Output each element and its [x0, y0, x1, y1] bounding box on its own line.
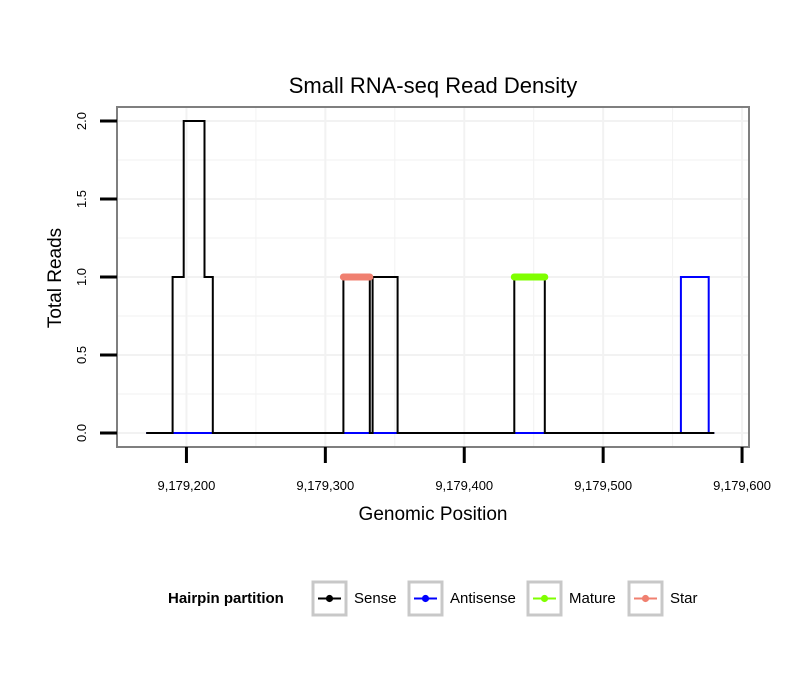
y-tick-label: 2.0 [74, 112, 89, 130]
y-tick-label: 0.5 [74, 346, 89, 364]
chart-title: Small RNA-seq Read Density [289, 73, 578, 98]
legend-title: Hairpin partition [168, 590, 284, 607]
x-axis: 9,179,200 9,179,300 9,179,400 9,179,500 9,17… [158, 447, 771, 493]
legend-item-antisense: Antisense [407, 580, 516, 617]
legend-key-point [641, 594, 650, 603]
y-tick-label: 0.0 [74, 424, 89, 442]
y-axis: 0.0 0.5 1.0 1.5 2.0 [74, 112, 117, 442]
x-axis-title: Genomic Position [359, 504, 508, 525]
x-tick-label: 9,179,500 [574, 478, 632, 493]
y-tick-label: 1.0 [74, 268, 89, 286]
legend-label: Star [670, 590, 698, 607]
legend-label: Antisense [450, 590, 516, 607]
legend-key-point [325, 594, 334, 603]
y-axis-title: Total Reads [45, 228, 66, 328]
legend-key-point [421, 594, 430, 603]
grid [117, 107, 749, 447]
legend-label: Mature [569, 590, 616, 607]
legend-item-star: Star [627, 580, 698, 617]
series-layer [146, 120, 715, 434]
legend-key-point [540, 594, 549, 603]
x-tick-label: 9,179,300 [296, 478, 354, 493]
legend: Hairpin partition Sense Antisense Mature St… [168, 580, 698, 617]
y-tick-label: 1.5 [74, 190, 89, 208]
legend-item-mature: Mature [526, 580, 616, 617]
legend-label: Sense [354, 590, 397, 607]
x-tick-label: 9,179,200 [158, 478, 216, 493]
legend-item-sense: Sense [311, 580, 397, 617]
x-tick-label: 9,179,400 [435, 478, 493, 493]
x-tick-label: 9,179,600 [713, 478, 771, 493]
